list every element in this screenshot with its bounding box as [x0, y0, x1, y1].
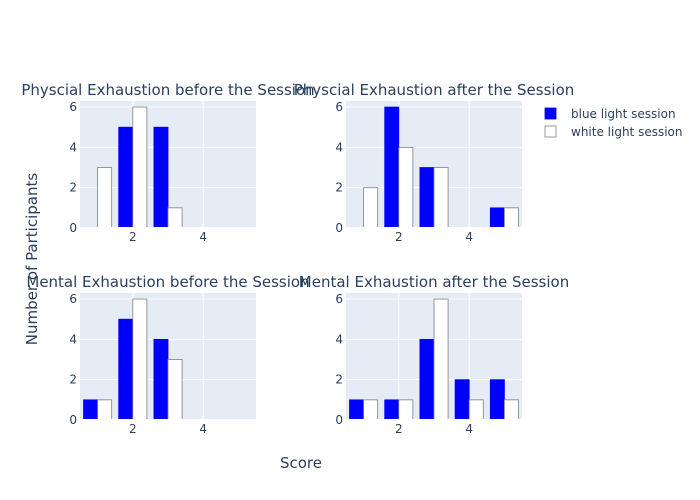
- legend-label: white light session: [571, 125, 683, 139]
- bar-white-score-3: [433, 167, 449, 229]
- bar-white-score-2: [398, 146, 414, 229]
- y-tick-label: 6: [69, 100, 77, 114]
- subplot-title: Physcial Exhaustion before the Session: [21, 81, 314, 99]
- subplot-1: 0 2 4 6 2 4 Physcial Exhaustion before the Ses…: [21, 81, 314, 244]
- x-tick-label: 4: [465, 230, 473, 244]
- x-tick-label: 4: [199, 230, 207, 244]
- bar-white-score-1: [363, 187, 379, 229]
- y-tick-label: 0: [69, 413, 77, 427]
- x-tick-label: 2: [129, 422, 137, 436]
- bar-blue-score-3: [419, 167, 435, 229]
- y-tick-label: 2: [69, 373, 77, 387]
- bar-white-score-5: [503, 207, 519, 229]
- bar-white-score-3: [167, 359, 183, 421]
- subplot-3: 0 2 4 6 2 4 Mental Exhaustion before the Sessi…: [26, 273, 309, 436]
- bar-blue-score-5: [489, 379, 505, 421]
- y-tick-label: 4: [69, 332, 77, 346]
- subplot-4: 0 2 4 6 2 4 Mental Exhaustion after the Sessio…: [299, 273, 569, 436]
- subplot-title: Mental Exhaustion after the Session: [299, 273, 569, 291]
- x-tick-label: 2: [395, 422, 403, 436]
- x-tick-label: 2: [395, 230, 403, 244]
- y-tick-label: 6: [335, 100, 343, 114]
- y-tick-label: 4: [335, 140, 343, 154]
- bar-white-score-2: [132, 106, 148, 229]
- x-axis-title: Score: [280, 454, 322, 472]
- y-tick-label: 6: [69, 292, 77, 306]
- bar-blue-score-3: [153, 126, 169, 229]
- bar-white-score-1: [97, 167, 113, 229]
- x-tick-label: 4: [199, 422, 207, 436]
- bar-blue-score-5: [489, 207, 505, 229]
- bar-white-score-2: [398, 399, 414, 421]
- bar-blue-score-2: [384, 106, 400, 229]
- legend-label: blue light session: [571, 107, 676, 121]
- bar-white-score-1: [97, 399, 113, 421]
- legend: blue light session white light session: [544, 107, 683, 139]
- bar-blue-score-2: [384, 399, 400, 421]
- bar-white-score-3: [167, 207, 183, 229]
- bar-white-score-2: [132, 298, 148, 421]
- y-tick-label: 6: [335, 292, 343, 306]
- y-tick-label: 0: [69, 221, 77, 235]
- legend-swatch: [544, 107, 557, 120]
- bar-blue-score-3: [419, 338, 435, 421]
- legend-swatch: [544, 125, 557, 138]
- bar-white-score-1: [363, 399, 379, 421]
- bar-blue-score-4: [454, 379, 470, 421]
- subplot-title: Mental Exhaustion before the Session: [26, 273, 309, 291]
- subplot-2: 0 2 4 6 2 4 Physcial Exhaustion after the Sess…: [294, 81, 575, 244]
- y-tick-label: 2: [335, 181, 343, 195]
- y-tick-label: 4: [335, 332, 343, 346]
- y-tick-label: 0: [335, 413, 343, 427]
- y-tick-label: 4: [69, 140, 77, 154]
- bar-white-score-3: [433, 298, 449, 421]
- x-tick-label: 2: [129, 230, 137, 244]
- bar-blue-score-2: [118, 318, 134, 421]
- bar-blue-score-1: [349, 399, 364, 421]
- x-tick-label: 4: [465, 422, 473, 436]
- y-tick-label: 2: [69, 181, 77, 195]
- y-axis-title: Number of Participants: [23, 173, 41, 346]
- subplot-title: Physcial Exhaustion after the Session: [294, 81, 575, 99]
- bar-white-score-5: [503, 399, 519, 421]
- subplot-grid: 0 2 4 6 2 4 Physcial Exhaustion before the Ses…: [21, 81, 574, 436]
- bar-white-score-4: [468, 399, 484, 421]
- y-tick-label: 2: [335, 373, 343, 387]
- bar-blue-score-2: [118, 126, 134, 229]
- bar-blue-score-1: [83, 399, 98, 421]
- y-tick-label: 0: [335, 221, 343, 235]
- bar-blue-score-3: [153, 338, 169, 421]
